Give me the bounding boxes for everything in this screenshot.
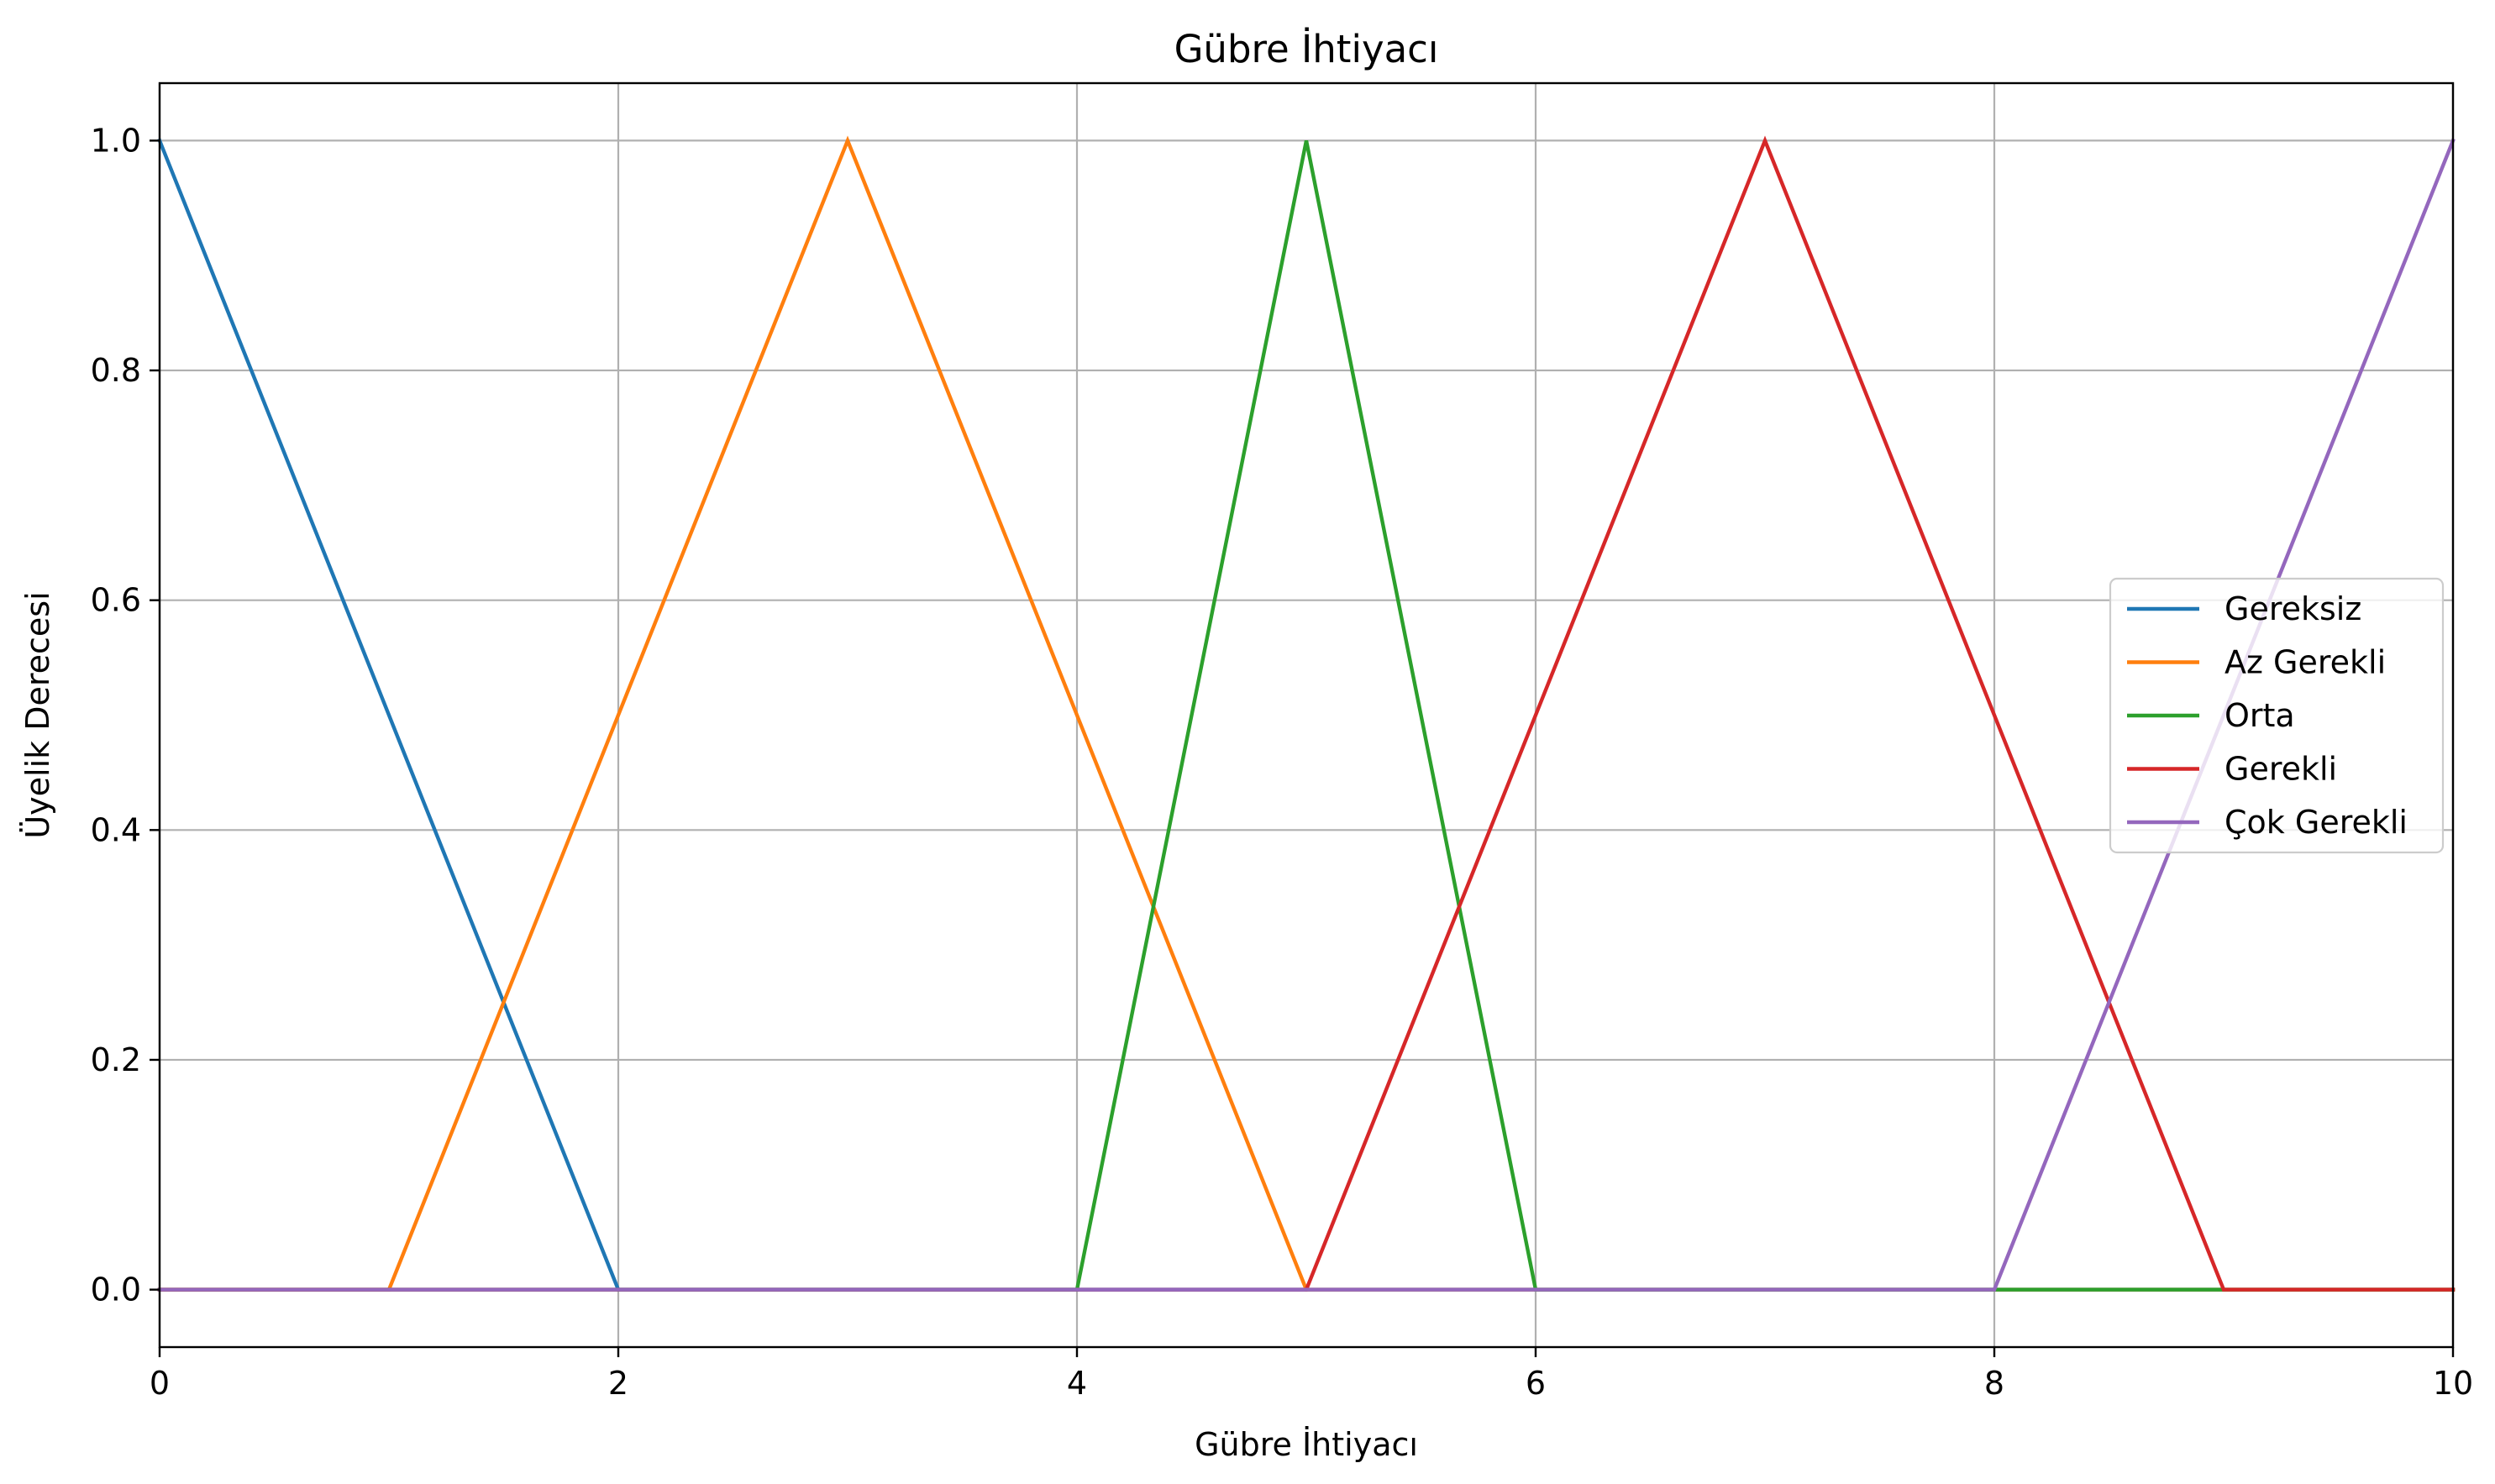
x-tick-label: 8 xyxy=(1984,1365,2004,1402)
axis-ticks: 0 2 4 6 8 10 0.0 0.2 0.4 0.6 0.8 1.0 xyxy=(91,122,2474,1402)
y-tick-label: 0.0 xyxy=(91,1272,141,1308)
series-lines xyxy=(157,135,2456,1292)
legend: Gereksiz Az Gerekli Orta Gerekli Çok Gerekli xyxy=(2109,577,2445,854)
y-tick-label: 1.0 xyxy=(91,122,141,159)
legend-items: Gereksiz Az Gerekli Orta Gerekli Çok Gerekli xyxy=(2127,590,2408,841)
series-line-1 xyxy=(157,138,2456,1292)
plot-frame xyxy=(158,81,2455,1349)
x-tick-label: 10 xyxy=(2433,1365,2473,1402)
legend-label: Gerekli xyxy=(2224,751,2337,788)
x-tick-label: 2 xyxy=(608,1365,628,1402)
y-tick-label: 0.8 xyxy=(91,352,141,389)
legend-label: Gereksiz xyxy=(2224,590,2361,627)
legend-label: Orta xyxy=(2224,697,2295,734)
series-line-5 xyxy=(157,138,2456,1292)
chart-title: Gübre İhtiyacı xyxy=(1174,27,1439,71)
series-line-2 xyxy=(157,135,2456,1292)
y-tick-label: 0.2 xyxy=(91,1041,141,1078)
y-axis-label: Üyelik Derecesi xyxy=(19,591,56,838)
x-axis-label: Gübre İhtiyacı xyxy=(1195,1426,1418,1463)
x-tick-label: 6 xyxy=(1526,1365,1546,1402)
grid xyxy=(158,83,2455,1347)
y-tick-label: 0.4 xyxy=(91,811,141,848)
legend-box xyxy=(2109,577,2445,854)
x-tick-label: 4 xyxy=(1067,1365,1087,1402)
x-tick-label: 0 xyxy=(150,1365,170,1402)
legend-label: Az Gerekli xyxy=(2224,644,2386,681)
series-line-4 xyxy=(157,135,2456,1292)
legend-label: Çok Gerekli xyxy=(2224,804,2408,841)
y-tick-label: 0.6 xyxy=(91,582,141,619)
series-line-3 xyxy=(157,139,2456,1292)
